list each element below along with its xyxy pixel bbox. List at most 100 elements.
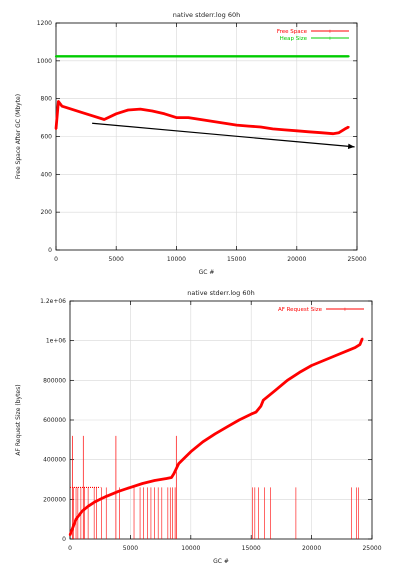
data-point <box>177 462 180 465</box>
x-tick-label: 5000 <box>123 545 138 552</box>
data-point <box>115 112 118 115</box>
data-point <box>54 127 58 131</box>
data-point <box>187 116 190 119</box>
y-axis-label: Free Space After GC (Mbyte) <box>15 94 22 179</box>
y-tick-label: 800 <box>41 96 53 103</box>
y-tick-label: 200 <box>41 209 53 216</box>
data-point <box>319 131 322 134</box>
data-point <box>189 450 192 453</box>
data-point <box>175 116 178 119</box>
data-point <box>213 432 217 435</box>
x-tick-label: 10000 <box>181 545 200 552</box>
data-point <box>283 128 286 131</box>
data-point <box>238 418 241 422</box>
data-point <box>141 482 144 485</box>
data-point <box>165 477 168 480</box>
data-point <box>201 440 204 443</box>
data-point <box>223 122 226 125</box>
data-point <box>274 389 277 392</box>
data-point <box>139 107 142 111</box>
x-tick-label: 15000 <box>242 545 261 552</box>
data-point <box>66 107 70 110</box>
y-tick-label: 1e+06 <box>46 338 66 345</box>
data-point <box>235 124 238 127</box>
chart-title: native stderr.log 60h <box>187 289 255 297</box>
free-space-chart: 0 5000 10000 15000 20000 25000 0 200 400 600 800 10… <box>15 11 367 276</box>
x-tick-label: 0 <box>68 545 72 552</box>
legend-label: Heap Size <box>280 36 308 42</box>
data-point <box>54 55 58 58</box>
legend-marker: + <box>328 36 332 42</box>
data-point <box>153 479 156 482</box>
x-tick-label: 25000 <box>347 256 366 263</box>
data-point <box>60 105 64 108</box>
data-point <box>68 533 72 537</box>
data-point <box>271 127 274 131</box>
trend-arrow <box>92 122 355 148</box>
data-point <box>225 425 229 429</box>
y-tick-label: 1.2e+06 <box>40 298 66 305</box>
legend-label: Free Space <box>277 29 308 35</box>
legend-marker: + <box>343 307 347 313</box>
x-tick-label: 5000 <box>109 256 124 263</box>
data-point <box>172 472 175 475</box>
data-point <box>78 110 82 114</box>
data-point <box>322 359 325 362</box>
x-axis-label: GC # <box>199 269 215 276</box>
data-point <box>286 379 289 382</box>
y-tick-label: 400 <box>41 171 53 178</box>
data-point <box>170 476 173 479</box>
x-tick-label: 15000 <box>227 256 246 263</box>
data-point <box>259 125 262 129</box>
data-point <box>353 346 357 349</box>
y-tick-label: 0 <box>62 536 66 543</box>
series-line-1 <box>68 338 364 536</box>
data-point <box>310 364 313 367</box>
data-point <box>298 371 301 374</box>
y-tick-label: 800000 <box>43 377 66 384</box>
chart-title: native stderr.log 60h <box>173 11 241 19</box>
data-point <box>247 124 250 128</box>
data-point <box>74 518 78 521</box>
data-point <box>259 405 262 408</box>
data-point <box>343 127 347 131</box>
data-point <box>295 129 298 132</box>
legend-label: AF Request Size <box>278 307 323 313</box>
x-axis-label: GC # <box>213 558 229 565</box>
data-point <box>361 337 364 340</box>
y-tick-label: 200000 <box>43 496 66 503</box>
data-point <box>80 510 84 513</box>
data-point <box>254 410 258 414</box>
y-tick-label: 1000 <box>37 58 52 65</box>
y-tick-label: 400000 <box>43 457 66 464</box>
data-point <box>99 498 102 501</box>
data-point <box>103 118 106 121</box>
x-tick-label: 0 <box>54 256 58 263</box>
y-tick-label: 0 <box>48 247 52 254</box>
data-point <box>262 399 265 402</box>
af-request-size-chart: 0 5000 10000 15000 20000 25000 0 200000 400000 60… <box>15 289 382 565</box>
y-tick-label: 1200 <box>37 20 52 27</box>
data-point <box>334 354 337 357</box>
data-point <box>91 114 94 117</box>
data-point <box>151 109 154 113</box>
data-point <box>337 131 341 134</box>
data-point <box>163 112 166 115</box>
data-point <box>346 349 349 352</box>
x-tick-label: 20000 <box>287 256 306 263</box>
y-axis-label: AF Request Size (bytes) <box>15 384 22 455</box>
data-point <box>105 495 108 498</box>
data-point <box>199 118 202 121</box>
data-point <box>331 132 335 135</box>
x-tick-label: 20000 <box>302 545 321 552</box>
y-tick-label: 600000 <box>43 417 66 424</box>
data-point <box>93 501 96 504</box>
y-tick-label: 600 <box>41 134 53 141</box>
x-tick-label: 10000 <box>167 256 186 263</box>
data-point <box>347 55 350 58</box>
data-point <box>117 490 120 493</box>
data-point <box>211 120 214 123</box>
data-point <box>87 505 90 508</box>
data-point <box>250 412 253 416</box>
